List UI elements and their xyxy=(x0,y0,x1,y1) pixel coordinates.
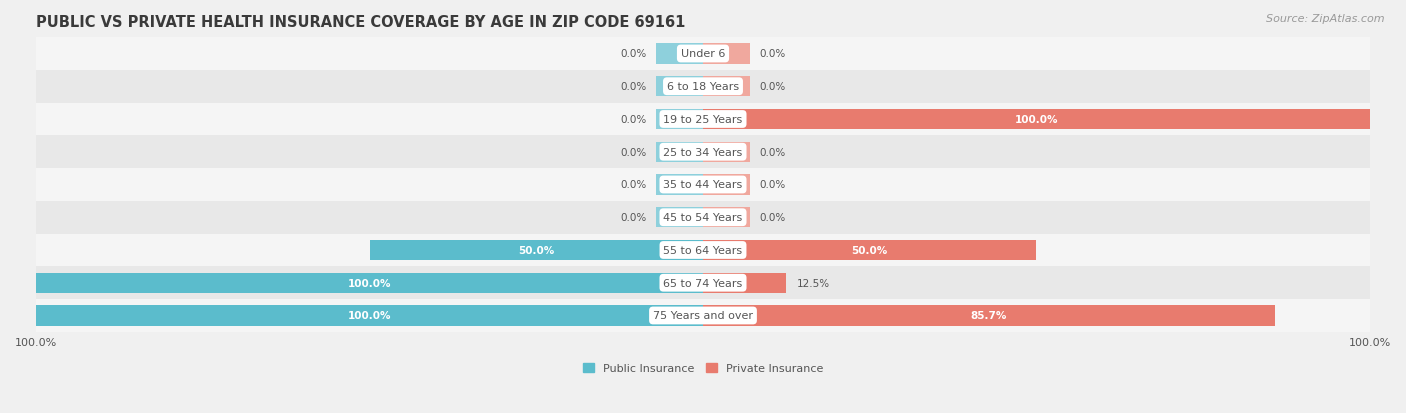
Bar xyxy=(703,208,749,228)
Text: 6 to 18 Years: 6 to 18 Years xyxy=(666,82,740,92)
Text: 12.5%: 12.5% xyxy=(796,278,830,288)
Text: 85.7%: 85.7% xyxy=(970,311,1007,321)
Bar xyxy=(703,306,1274,326)
Text: 50.0%: 50.0% xyxy=(852,245,887,255)
Text: 50.0%: 50.0% xyxy=(519,245,554,255)
Text: 0.0%: 0.0% xyxy=(759,82,786,92)
Text: 75 Years and over: 75 Years and over xyxy=(652,311,754,321)
Text: 0.0%: 0.0% xyxy=(759,213,786,223)
Bar xyxy=(703,175,749,195)
Text: 65 to 74 Years: 65 to 74 Years xyxy=(664,278,742,288)
Text: 19 to 25 Years: 19 to 25 Years xyxy=(664,115,742,125)
Bar xyxy=(37,202,1369,234)
Bar xyxy=(657,44,703,64)
Bar xyxy=(657,77,703,97)
Bar xyxy=(37,71,1369,103)
Bar xyxy=(37,299,1369,332)
Bar xyxy=(37,169,1369,202)
Bar xyxy=(703,273,786,293)
Bar xyxy=(37,267,1369,299)
Bar xyxy=(657,142,703,162)
Text: 100.0%: 100.0% xyxy=(347,278,391,288)
Text: 100.0%: 100.0% xyxy=(1015,115,1059,125)
Text: 35 to 44 Years: 35 to 44 Years xyxy=(664,180,742,190)
Bar xyxy=(657,208,703,228)
Bar xyxy=(37,234,1369,267)
Text: PUBLIC VS PRIVATE HEALTH INSURANCE COVERAGE BY AGE IN ZIP CODE 69161: PUBLIC VS PRIVATE HEALTH INSURANCE COVER… xyxy=(37,15,686,30)
Bar xyxy=(370,240,703,261)
Text: 0.0%: 0.0% xyxy=(759,147,786,157)
Text: Source: ZipAtlas.com: Source: ZipAtlas.com xyxy=(1267,14,1385,24)
Bar xyxy=(37,273,703,293)
Text: 55 to 64 Years: 55 to 64 Years xyxy=(664,245,742,255)
Bar xyxy=(703,109,1369,130)
Bar xyxy=(37,103,1369,136)
Text: Under 6: Under 6 xyxy=(681,50,725,59)
Text: 0.0%: 0.0% xyxy=(620,115,647,125)
Text: 100.0%: 100.0% xyxy=(347,311,391,321)
Text: 0.0%: 0.0% xyxy=(620,50,647,59)
Text: 25 to 34 Years: 25 to 34 Years xyxy=(664,147,742,157)
Text: 0.0%: 0.0% xyxy=(759,50,786,59)
Bar xyxy=(37,306,703,326)
Bar xyxy=(37,38,1369,71)
Text: 0.0%: 0.0% xyxy=(759,180,786,190)
Text: 45 to 54 Years: 45 to 54 Years xyxy=(664,213,742,223)
Text: 0.0%: 0.0% xyxy=(620,213,647,223)
Bar xyxy=(703,142,749,162)
Bar xyxy=(657,175,703,195)
Legend: Public Insurance, Private Insurance: Public Insurance, Private Insurance xyxy=(583,363,823,373)
Bar xyxy=(703,240,1036,261)
Bar xyxy=(657,109,703,130)
Bar xyxy=(703,77,749,97)
Bar xyxy=(37,136,1369,169)
Bar xyxy=(703,44,749,64)
Text: 0.0%: 0.0% xyxy=(620,147,647,157)
Text: 0.0%: 0.0% xyxy=(620,180,647,190)
Text: 0.0%: 0.0% xyxy=(620,82,647,92)
